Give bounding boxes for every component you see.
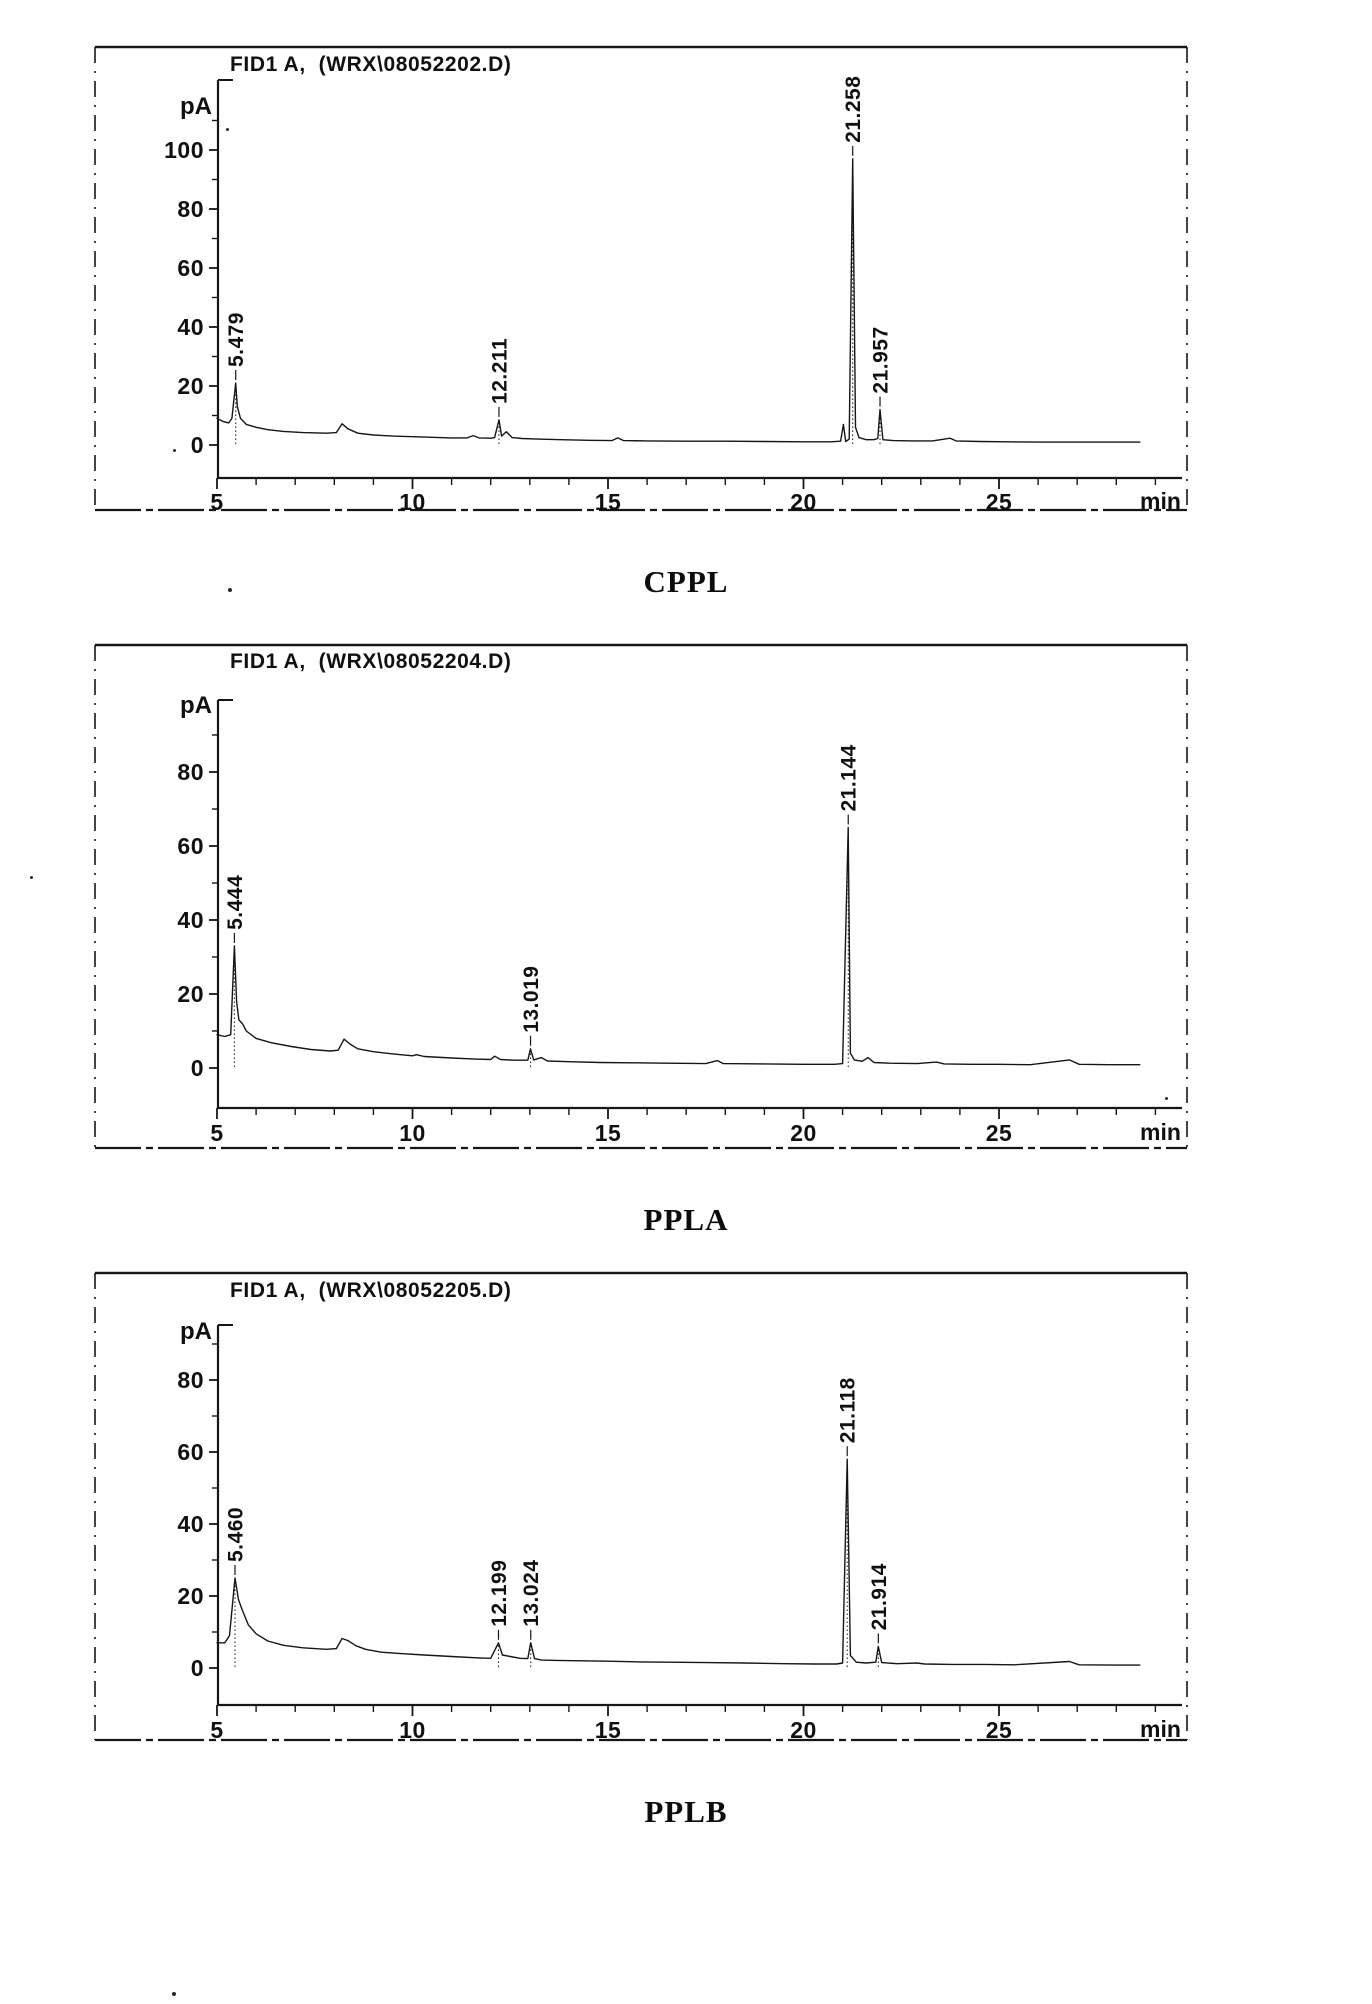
y-axis-unit-label: pA [180, 1318, 212, 1345]
scan-speck [1165, 1097, 1168, 1100]
chart-header: FID1 A, (WRX\08052202.D) [230, 53, 512, 76]
svg-text:25: 25 [986, 1120, 1013, 1146]
svg-text:13.019: 13.019 [520, 966, 543, 1033]
svg-text:5.444: 5.444 [224, 875, 247, 930]
svg-text:10: 10 [399, 1120, 426, 1146]
chart-header: FID1 A, (WRX\08052205.D) [230, 1279, 512, 1302]
svg-text:15: 15 [595, 489, 622, 515]
svg-text:20: 20 [790, 1717, 817, 1743]
scan-speck [228, 588, 232, 592]
svg-text:0: 0 [191, 432, 204, 458]
y-axis-unit-label: pA [180, 692, 212, 719]
svg-text:40: 40 [177, 1511, 204, 1537]
scan-speck [30, 876, 33, 879]
svg-text:20: 20 [177, 373, 204, 399]
x-axis-unit-label: min [1140, 1716, 1181, 1742]
svg-text:20: 20 [177, 981, 204, 1007]
x-axis-unit-label: min [1140, 1119, 1181, 1145]
svg-text:21.957: 21.957 [870, 326, 893, 393]
svg-text:12.199: 12.199 [488, 1560, 511, 1627]
svg-text:21.914: 21.914 [868, 1563, 891, 1630]
x-axis-unit-label: min [1140, 488, 1181, 514]
svg-text:60: 60 [177, 255, 204, 281]
svg-text:12.211: 12.211 [488, 338, 511, 404]
svg-text:80: 80 [177, 759, 204, 785]
svg-text:80: 80 [177, 1367, 204, 1393]
svg-text:15: 15 [595, 1717, 622, 1743]
svg-text:10: 10 [399, 489, 426, 515]
svg-text:40: 40 [177, 314, 204, 340]
svg-text:21.118: 21.118 [837, 1377, 860, 1443]
svg-text:20: 20 [790, 1120, 817, 1146]
scan-speck [172, 1992, 176, 1996]
svg-text:21.144: 21.144 [838, 744, 861, 811]
svg-text:60: 60 [177, 833, 204, 859]
svg-text:80: 80 [177, 196, 204, 222]
y-axis-unit-label: pA [180, 93, 212, 120]
svg-text:5: 5 [210, 489, 223, 515]
svg-text:15: 15 [595, 1120, 622, 1146]
svg-text:5.460: 5.460 [224, 1507, 247, 1562]
svg-text:5: 5 [210, 1717, 223, 1743]
svg-text:5.479: 5.479 [225, 312, 248, 367]
svg-text:13.024: 13.024 [520, 1560, 543, 1627]
scan-speck [226, 128, 229, 131]
svg-text:25: 25 [986, 489, 1013, 515]
svg-text:100: 100 [164, 137, 204, 163]
svg-text:25: 25 [986, 1717, 1013, 1743]
svg-text:0: 0 [191, 1055, 204, 1081]
figure-title: PPLB [644, 1794, 728, 1829]
svg-text:21.258: 21.258 [842, 76, 865, 143]
svg-text:40: 40 [177, 907, 204, 933]
chart-header: FID1 A, (WRX\08052204.D) [230, 650, 512, 673]
scan-speck [173, 449, 176, 452]
figure-title: CPPL [643, 564, 729, 599]
svg-text:10: 10 [399, 1717, 426, 1743]
svg-text:20: 20 [790, 489, 817, 515]
figure-title: PPLA [643, 1202, 729, 1237]
svg-text:5: 5 [210, 1120, 223, 1146]
svg-text:20: 20 [177, 1583, 204, 1609]
svg-text:0: 0 [191, 1655, 204, 1681]
svg-text:60: 60 [177, 1439, 204, 1465]
